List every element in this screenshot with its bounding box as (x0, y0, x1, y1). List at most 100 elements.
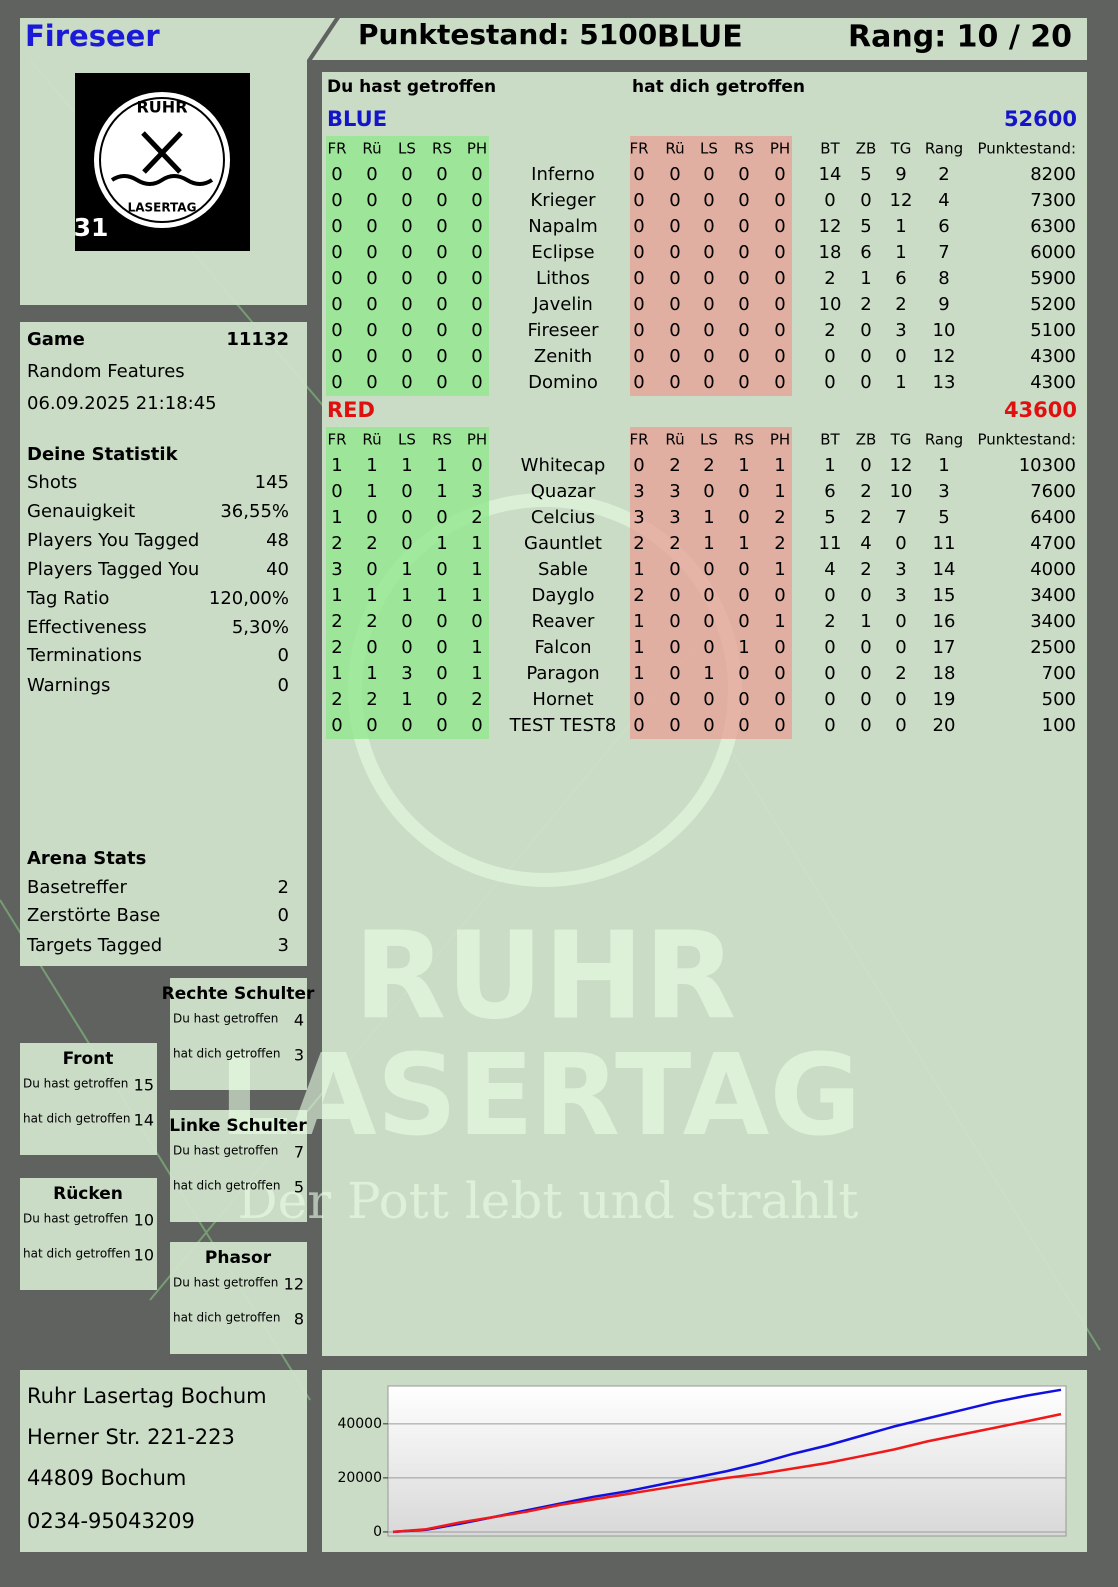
got-cell: 0 (738, 190, 749, 211)
got-cell: 0 (738, 689, 749, 710)
series-line (392, 1412, 1062, 1534)
got-cell: 0 (633, 294, 644, 315)
column-header: Rü (362, 140, 381, 158)
player-cell: Quazar (531, 481, 596, 502)
stat-cell: 6400 (1030, 507, 1076, 528)
stat-cell: 18 (819, 242, 842, 263)
stat-cell: 2 (824, 320, 835, 341)
hit-cell: 0 (331, 294, 342, 315)
got-cell: 0 (669, 585, 680, 606)
hit-cell: 1 (471, 585, 482, 606)
hit-cell: 0 (471, 294, 482, 315)
stat-cell: 4300 (1030, 346, 1076, 367)
stat-cell: 9 (938, 294, 949, 315)
column-header: PH (770, 140, 790, 158)
address-line: Ruhr Lasertag Bochum (27, 1384, 267, 1408)
stat-cell: 100 (1042, 715, 1076, 736)
hit-cell: 1 (471, 559, 482, 580)
got-cell: 1 (633, 663, 644, 684)
stat-cell: 2 (824, 611, 835, 632)
hit-cell: 0 (436, 663, 447, 684)
hit-cell: 0 (401, 164, 412, 185)
hit-cell: 0 (436, 216, 447, 237)
got-cell: 0 (774, 689, 785, 710)
hit-cell: 0 (366, 320, 377, 341)
player-cell: Fireseer (527, 320, 599, 341)
hit-cell: 2 (471, 507, 482, 528)
section-title: Arena Stats (27, 848, 146, 869)
stat-cell: 700 (1042, 663, 1076, 684)
got-column-bg (630, 136, 792, 396)
stat-cell: 6000 (1030, 242, 1076, 263)
stat-cell: 0 (824, 346, 835, 367)
zone-value: 10 (134, 1246, 154, 1265)
hit-cell: 0 (366, 294, 377, 315)
stat-cell: 5 (938, 507, 949, 528)
got-cell: 1 (633, 611, 644, 632)
got-cell: 0 (703, 320, 714, 341)
team-score: 43600 (1004, 398, 1077, 422)
got-cell: 0 (669, 190, 680, 211)
got-cell: 0 (774, 585, 785, 606)
stat-cell: 15 (933, 585, 956, 606)
stat-cell: 8200 (1030, 164, 1076, 185)
got-cell: 3 (633, 481, 644, 502)
got-cell: 2 (669, 533, 680, 554)
got-cell: 0 (738, 372, 749, 393)
got-cell: 0 (669, 268, 680, 289)
watermark-slogan: Der Pott lebt und strahlt (238, 1172, 859, 1230)
hit-cell: 2 (366, 611, 377, 632)
got-cell: 0 (669, 611, 680, 632)
watermark-text: LASERTAG (219, 1031, 862, 1161)
stat-cell: 1 (938, 455, 949, 476)
zone-value: 15 (134, 1076, 154, 1095)
hit-cell: 0 (401, 715, 412, 736)
hit-cell: 0 (401, 268, 412, 289)
stat-label: Genauigkeit (27, 501, 135, 522)
stat-cell: 19 (933, 689, 956, 710)
hit-cell: 0 (366, 346, 377, 367)
stat-value: 40 (266, 559, 289, 580)
hit-cell: 1 (401, 689, 412, 710)
stat-cell: 1 (860, 268, 871, 289)
column-header: TG (890, 431, 912, 449)
stat-value: 0 (278, 905, 289, 926)
column-header: PH (467, 140, 487, 158)
stat-cell: 4700 (1030, 533, 1076, 554)
hit-cell: 2 (471, 689, 482, 710)
y-tick-label: 0 (373, 1524, 382, 1540)
got-cell: 1 (703, 533, 714, 554)
stat-cell: 0 (860, 372, 871, 393)
got-cell: 0 (738, 715, 749, 736)
header-team: BLUE (657, 20, 743, 55)
column-header: ZB (856, 431, 877, 449)
hit-cell: 0 (436, 190, 447, 211)
got-cell: 0 (633, 268, 644, 289)
hit-cell: 0 (471, 216, 482, 237)
got-cell: 0 (703, 242, 714, 263)
hit-cell: 3 (331, 559, 342, 580)
hit-cell: 0 (471, 455, 482, 476)
got-cell: 0 (669, 294, 680, 315)
zone-value: 3 (294, 1046, 304, 1065)
hit-cell: 0 (471, 242, 482, 263)
got-cell: 0 (633, 715, 644, 736)
player-cell: Domino (528, 372, 598, 393)
got-cell: 0 (633, 689, 644, 710)
stat-cell: 0 (860, 663, 871, 684)
y-tick-label: 40000 (337, 1416, 382, 1432)
hit-cell: 0 (331, 190, 342, 211)
stat-value: 48 (266, 530, 289, 551)
got-cell: 0 (703, 637, 714, 658)
hit-cell: 0 (471, 190, 482, 211)
stat-cell: 0 (860, 320, 871, 341)
player-cell: Gauntlet (524, 533, 602, 554)
got-cell: 0 (738, 268, 749, 289)
stat-cell: 10 (819, 294, 842, 315)
stat-cell: 7600 (1030, 481, 1076, 502)
got-cell: 0 (633, 320, 644, 341)
got-cell: 1 (738, 637, 749, 658)
got-cell: 3 (633, 507, 644, 528)
hit-cell: 0 (401, 242, 412, 263)
got-cell: 2 (633, 585, 644, 606)
